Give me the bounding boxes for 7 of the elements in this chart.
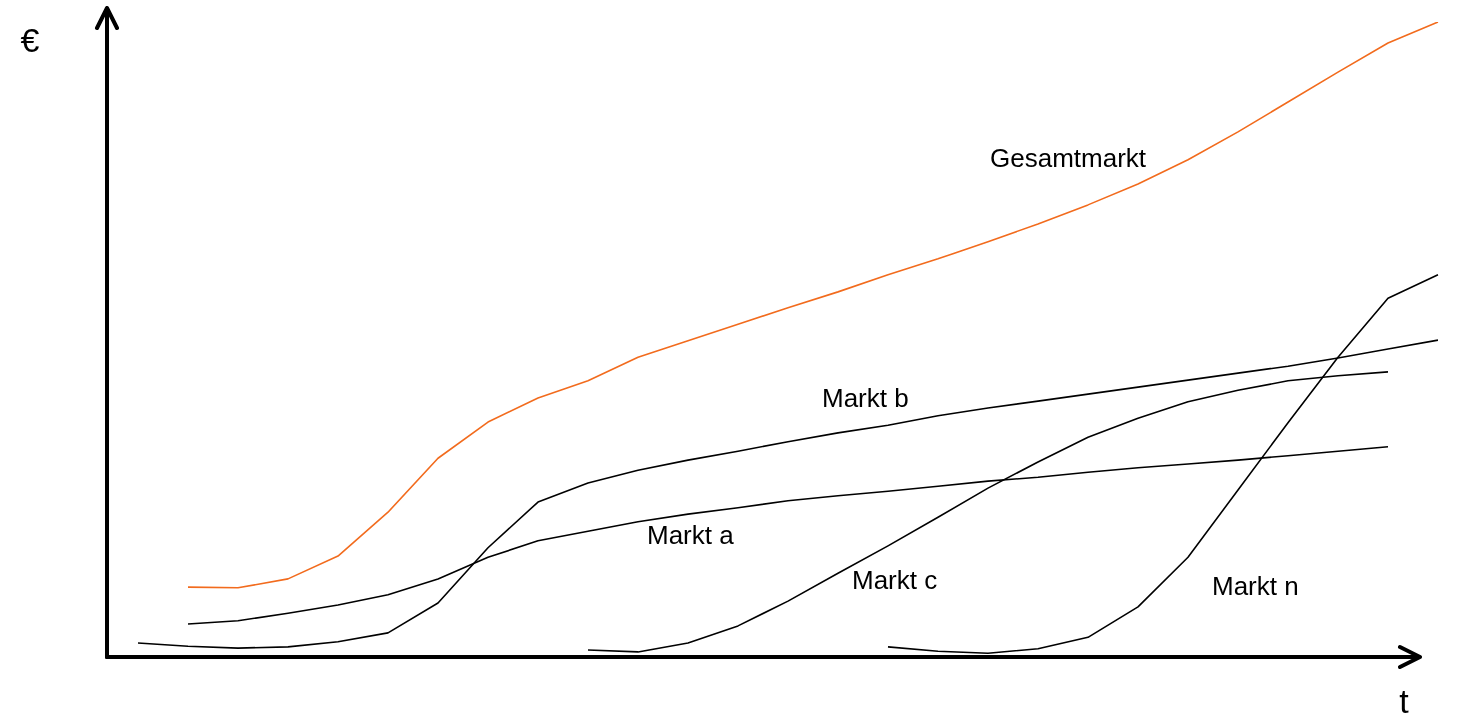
series-label: Markt n <box>1212 571 1299 602</box>
series-label: Gesamtmarkt <box>990 143 1147 174</box>
series-label: Markt a <box>647 520 735 551</box>
y-axis-title: € <box>20 21 40 59</box>
series-label: Markt b <box>822 383 909 414</box>
series-label: Markt c <box>852 565 938 596</box>
x-axis-title: t <box>1399 682 1410 719</box>
